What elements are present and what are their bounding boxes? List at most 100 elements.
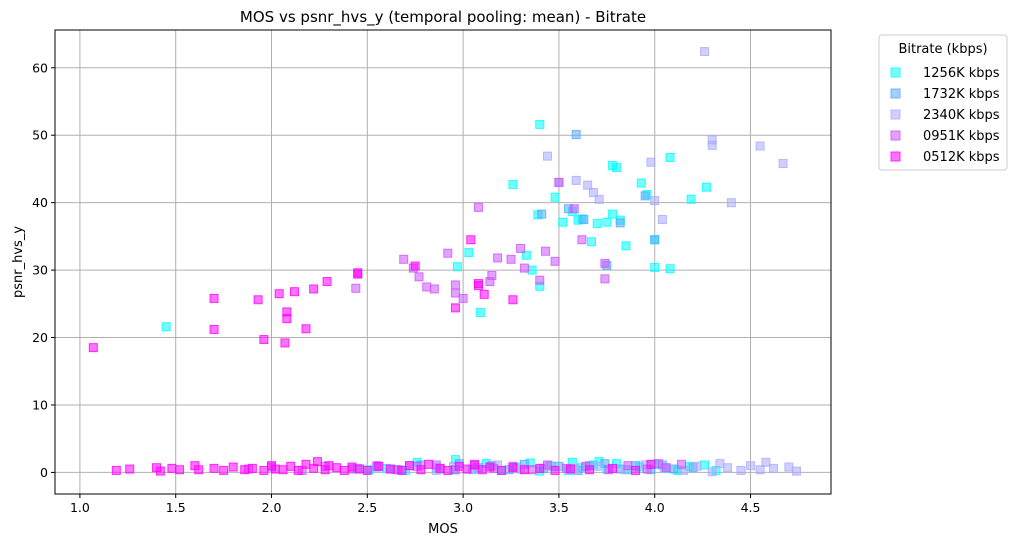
data-point	[755, 141, 765, 151]
data-point	[707, 140, 717, 150]
data-point	[686, 194, 696, 204]
data-point	[435, 463, 445, 473]
data-points	[88, 47, 802, 477]
data-point	[535, 463, 545, 473]
data-point	[550, 192, 560, 202]
data-point	[332, 463, 342, 473]
data-point	[228, 462, 238, 472]
data-point	[454, 461, 464, 471]
data-point	[508, 295, 518, 305]
legend-title: Bitrate (kbps)	[898, 42, 987, 57]
data-point	[661, 463, 671, 473]
data-point	[443, 465, 453, 475]
data-point	[414, 272, 424, 282]
data-point	[554, 177, 564, 187]
data-point	[290, 287, 300, 297]
data-point	[769, 463, 779, 473]
legend-label: 1732K kbps	[923, 87, 1000, 102]
data-point	[240, 465, 250, 475]
data-point	[385, 464, 395, 474]
data-point	[259, 465, 269, 475]
legend-marker	[890, 130, 901, 141]
data-point	[701, 182, 711, 192]
data-point	[516, 244, 526, 254]
data-point	[452, 262, 462, 272]
data-point	[175, 465, 185, 475]
data-point	[611, 163, 621, 173]
data-point	[473, 202, 483, 212]
x-tick-label: 3.5	[549, 500, 569, 515]
data-point	[657, 215, 667, 225]
data-point	[519, 263, 529, 273]
data-point	[592, 219, 602, 229]
data-point	[278, 465, 288, 475]
data-point	[450, 288, 460, 298]
legend: Bitrate (kbps) 1256K kbps 1732K kbps 2340K…	[878, 34, 1008, 171]
data-point	[669, 464, 679, 474]
y-tick-label: 20	[32, 330, 48, 345]
data-point	[282, 314, 292, 324]
data-point	[270, 464, 280, 474]
y-tick-label: 0	[40, 465, 48, 480]
chart-title: MOS vs psnr_hvs_y (temporal pooling: mea…	[240, 8, 646, 27]
data-point	[450, 280, 460, 290]
data-point	[424, 459, 434, 469]
data-point	[479, 289, 489, 299]
data-point	[362, 465, 372, 475]
data-point	[707, 467, 717, 477]
data-point	[583, 180, 593, 190]
y-tick-label: 10	[32, 397, 48, 412]
data-point	[301, 459, 311, 469]
data-point	[755, 465, 765, 475]
data-point	[650, 235, 660, 245]
data-point	[485, 462, 495, 472]
data-point	[209, 293, 219, 303]
data-point	[493, 253, 503, 263]
data-point	[571, 175, 581, 185]
x-tick-label: 3.0	[453, 500, 473, 515]
data-point	[508, 179, 518, 189]
data-point	[416, 465, 426, 475]
legend-label: 2340K kbps	[923, 108, 1000, 123]
y-tick-label: 60	[32, 60, 48, 75]
data-point	[577, 235, 587, 245]
data-point	[88, 343, 98, 353]
data-point	[312, 457, 322, 467]
data-point	[253, 295, 263, 305]
data-point	[636, 178, 646, 188]
data-point	[286, 461, 296, 471]
data-point	[646, 459, 656, 469]
data-point	[541, 246, 551, 256]
data-point	[600, 258, 610, 268]
data-point	[355, 464, 365, 474]
y-axis-label: psnr_hvs_y	[11, 226, 26, 298]
data-point	[247, 463, 257, 473]
data-point	[761, 457, 771, 467]
data-point	[443, 248, 453, 258]
data-point	[462, 464, 472, 474]
data-point	[209, 463, 219, 473]
data-point	[487, 270, 497, 280]
data-point	[527, 465, 537, 475]
data-point	[422, 282, 432, 292]
data-point	[194, 465, 204, 475]
data-point	[654, 459, 664, 469]
x-axis-ticks: 1.0 1.5 2.0 2.5 3.0 3.5 4.0 4.5	[70, 494, 760, 515]
data-point	[293, 465, 303, 475]
data-point	[301, 324, 311, 334]
data-point	[475, 308, 485, 318]
legend-marker	[890, 109, 901, 120]
data-point	[550, 465, 560, 475]
data-point	[665, 264, 675, 274]
data-point	[585, 465, 595, 475]
legend-marker	[890, 151, 901, 162]
data-point	[640, 191, 650, 201]
data-point	[550, 256, 560, 266]
data-point	[161, 322, 171, 332]
legend-frame	[878, 34, 1008, 171]
data-point	[736, 465, 746, 475]
data-point	[608, 463, 618, 473]
data-point	[519, 465, 529, 475]
data-point	[339, 465, 349, 475]
